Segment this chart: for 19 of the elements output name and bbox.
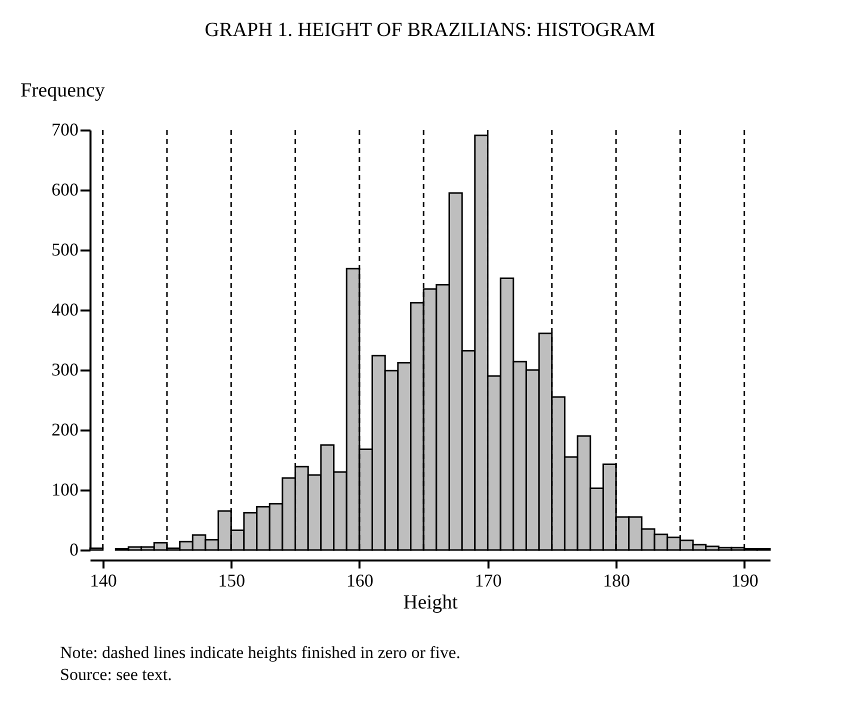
- y-tick-label: 0: [70, 540, 78, 560]
- y-tick-label: 100: [52, 480, 78, 500]
- y-tick-label: 600: [52, 180, 78, 200]
- x-tick-label: 180: [603, 570, 630, 590]
- y-axis-title: Frequency: [20, 80, 105, 102]
- text: Note: dashed lines indicate heights finished in zero or five.: [60, 643, 460, 662]
- x-tick-label: 170: [474, 570, 502, 590]
- x-axis-title: Height: [403, 592, 458, 614]
- x-tick-label: 140: [90, 570, 117, 590]
- y-tick-label: 500: [52, 240, 78, 260]
- x-tick-label: 190: [731, 570, 758, 590]
- chart-title: GRAPH 1. HEIGHT OF BRAZILIANS: HISTOGRAM: [204, 19, 656, 41]
- y-tick-label: 700: [52, 120, 78, 140]
- source-note: Source: see text.: [60, 665, 172, 684]
- y-tick-label: 200: [52, 420, 78, 440]
- x-tick-label: 150: [218, 570, 246, 590]
- y-tick-label: 400: [52, 300, 78, 320]
- y-tick-label: 300: [52, 360, 78, 380]
- x-tick-label: 160: [346, 570, 374, 590]
